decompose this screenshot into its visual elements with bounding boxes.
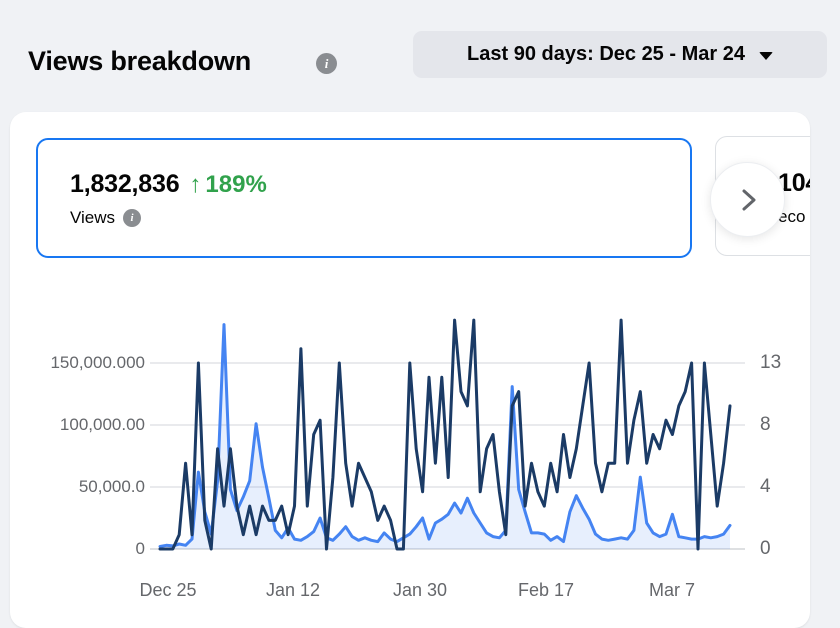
y-left-tick: 0	[135, 539, 145, 558]
views-delta-value: 189%	[205, 171, 267, 198]
y-right-tick: 0	[760, 538, 771, 559]
x-tick: Feb 17	[517, 580, 575, 600]
date-range-button[interactable]: Last 90 days: Dec 25 - Mar 24	[413, 31, 827, 78]
next-card-label-fragment: eco	[778, 207, 806, 226]
info-glyph: i	[130, 212, 134, 224]
page-title: Views breakdown	[28, 46, 252, 76]
x-tick: Mar 7	[648, 580, 696, 600]
date-range-label: Last 90 days: Dec 25 - Mar 24	[467, 43, 745, 65]
y-left-tick: 100,000.00	[59, 415, 145, 434]
y-left-tick: 150,000.000	[50, 353, 145, 372]
views-info-icon[interactable]: i	[123, 209, 142, 227]
views-chart: 150,000.000 100,000.00 50,000.0 0 13 8 4…	[10, 312, 810, 622]
info-glyph: i	[324, 55, 329, 71]
x-tick: Jan 12	[265, 580, 321, 600]
x-tick: Jan 30	[392, 580, 448, 600]
views-chart-svg	[150, 318, 745, 551]
views-metric-card[interactable]: 1,832,836 ↑ 189% Views i	[36, 138, 692, 258]
chevron-down-icon	[758, 51, 773, 60]
y-right-tick: 4	[760, 476, 771, 497]
metric-label-row: Views i	[70, 208, 690, 228]
y-right-tick: 13	[760, 352, 782, 373]
views-delta: ↑ 189%	[189, 171, 266, 199]
views-breakdown-panel: 1,832,836 ↑ 189% Views i 104 eco 150,000…	[10, 112, 810, 628]
metric-value-row: 1,832,836 ↑ 189%	[70, 170, 690, 199]
y-right-tick: 8	[760, 414, 771, 435]
x-tick: Dec 25	[139, 580, 197, 600]
title-info-icon[interactable]: i	[316, 53, 337, 74]
views-value: 1,832,836	[70, 170, 180, 198]
next-card-button[interactable]	[710, 162, 785, 237]
y-left-tick: 50,000.0	[78, 477, 145, 496]
chevron-right-icon	[742, 189, 755, 210]
views-label: Views	[70, 208, 116, 227]
header: Views breakdown i Last 90 days: Dec 25 -…	[0, 0, 840, 112]
up-arrow-icon: ↑	[189, 171, 202, 198]
